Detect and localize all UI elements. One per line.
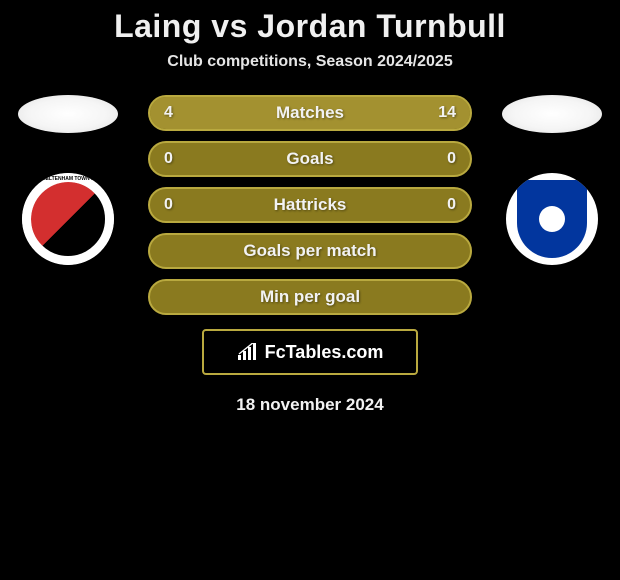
stat-row-min-per-goal: Min per goal [148, 279, 472, 315]
brand-box: FcTables.com [202, 329, 418, 375]
stat-right-value: 0 [447, 150, 456, 168]
right-column [492, 95, 612, 265]
stat-label: Min per goal [260, 287, 360, 307]
stat-bar-right [220, 97, 470, 129]
stat-row-matches: 4 Matches 14 [148, 95, 472, 131]
subtitle: Club competitions, Season 2024/2025 [0, 53, 620, 71]
left-column: CHELTENHAM TOWN FC [8, 95, 128, 265]
stat-row-hattricks: 0 Hattricks 0 [148, 187, 472, 223]
left-club-badge: CHELTENHAM TOWN FC [22, 173, 114, 265]
stat-left-value: 0 [164, 150, 173, 168]
stats-column: 4 Matches 14 0 Goals 0 0 Hattricks 0 G [130, 95, 490, 315]
date-text: 18 november 2024 [0, 395, 620, 415]
stat-label: Matches [276, 103, 344, 123]
bar-chart-icon [237, 343, 259, 361]
stat-label: Hattricks [274, 195, 347, 215]
right-country-flag [502, 95, 602, 133]
stat-label: Goals per match [243, 241, 376, 261]
left-club-name: CHELTENHAM TOWN FC [22, 176, 114, 182]
stat-row-goals: 0 Goals 0 [148, 141, 472, 177]
stat-bar-left [150, 97, 220, 129]
stat-right-value: 0 [447, 196, 456, 214]
stat-left-value: 0 [164, 196, 173, 214]
left-country-flag [18, 95, 118, 133]
stat-row-goals-per-match: Goals per match [148, 233, 472, 269]
right-club-badge [506, 173, 598, 265]
stat-label: Goals [286, 149, 333, 169]
stat-right-value: 14 [438, 104, 456, 122]
right-club-shield [517, 180, 587, 258]
stat-left-value: 4 [164, 104, 173, 122]
comparison-infographic: Laing vs Jordan Turnbull Club competitio… [0, 0, 620, 580]
main-row: CHELTENHAM TOWN FC 4 Matches 14 0 Goals … [0, 95, 620, 315]
page-title: Laing vs Jordan Turnbull [0, 0, 620, 53]
brand-text: FcTables.com [265, 342, 384, 363]
